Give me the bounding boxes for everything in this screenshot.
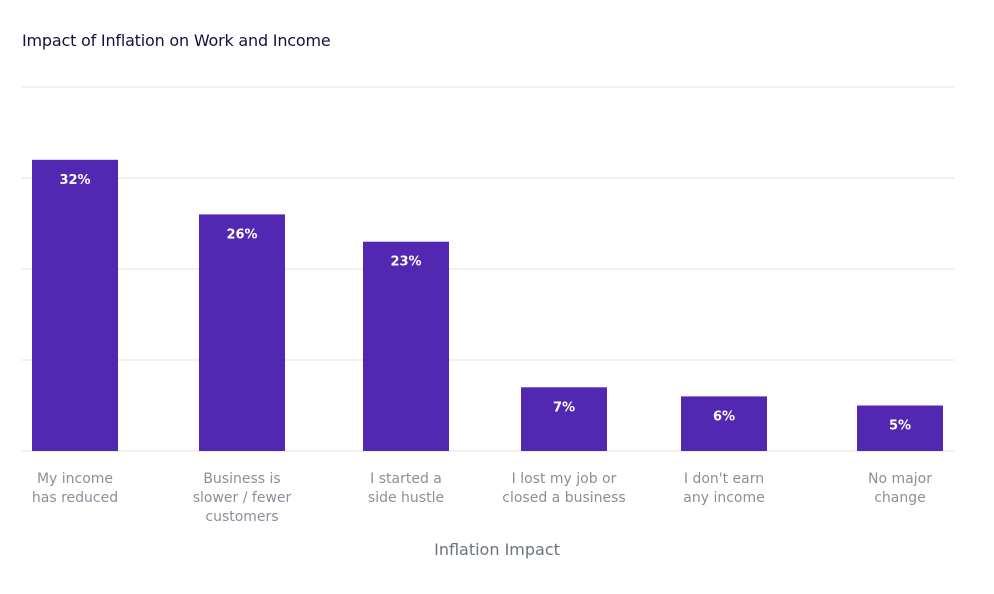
bar-value-label: 26% bbox=[226, 227, 257, 242]
bar-value-label: 5% bbox=[889, 419, 911, 434]
category-label: No major change bbox=[868, 471, 932, 506]
category-label: I started a side hustle bbox=[368, 471, 444, 506]
category-label: Business is slower / fewer customers bbox=[193, 471, 292, 525]
x-axis-label: Inflation Impact bbox=[434, 540, 560, 559]
category-label: I don't earn any income bbox=[683, 471, 764, 506]
bar-value-label: 32% bbox=[59, 173, 90, 188]
category-label-line: customers bbox=[205, 509, 278, 525]
category-label-line: I don't earn bbox=[684, 471, 764, 487]
category-label-line: No major bbox=[868, 471, 932, 487]
bar bbox=[199, 214, 285, 451]
bar-value-label: 6% bbox=[713, 409, 735, 424]
category-label-line: side hustle bbox=[368, 490, 444, 506]
bar bbox=[521, 387, 607, 451]
category-label-line: I lost my job or bbox=[512, 471, 617, 487]
category-label-line: has reduced bbox=[32, 490, 118, 506]
bar bbox=[857, 405, 943, 451]
category-label-line: My income bbox=[37, 471, 113, 487]
category-label: My income has reduced bbox=[32, 471, 118, 506]
category-label: I lost my job or closed a business bbox=[502, 471, 625, 506]
bar bbox=[681, 396, 767, 451]
bar-value-label: 7% bbox=[553, 400, 575, 415]
category-label-line: Business is bbox=[203, 471, 280, 487]
bar bbox=[363, 241, 449, 451]
bar bbox=[32, 159, 118, 452]
bar-value-label: 23% bbox=[390, 255, 421, 270]
category-label-line: slower / fewer bbox=[193, 490, 292, 506]
category-label-line: any income bbox=[683, 490, 764, 506]
category-label-line: I started a bbox=[370, 471, 442, 487]
category-label-line: change bbox=[874, 490, 926, 506]
category-label-line: closed a business bbox=[502, 490, 625, 506]
chart-title: Impact of Inflation on Work and Income bbox=[22, 31, 331, 50]
